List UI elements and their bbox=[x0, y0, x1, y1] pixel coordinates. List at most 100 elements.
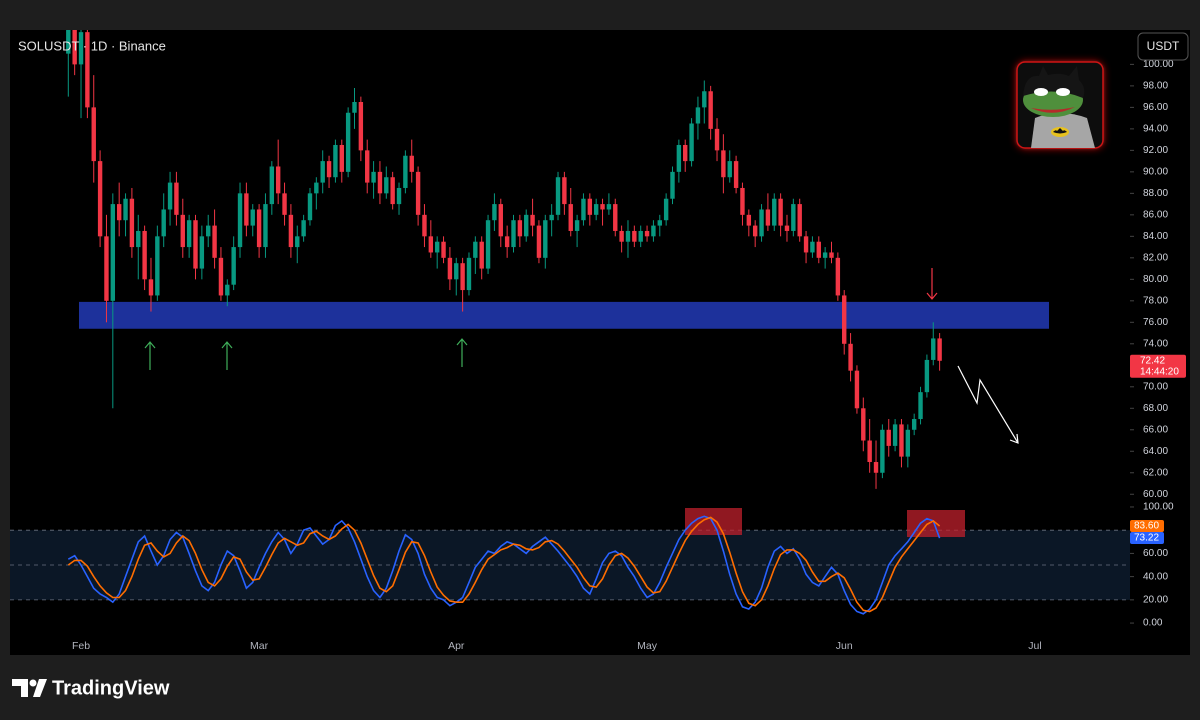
candle-body bbox=[854, 370, 860, 409]
y-tick-label: 88.00 bbox=[1143, 188, 1168, 199]
candle-body bbox=[632, 230, 637, 242]
y-tick-label: 86.00 bbox=[1143, 209, 1168, 220]
x-tick-label: Jun bbox=[836, 640, 853, 652]
candle-body bbox=[314, 182, 319, 194]
candle-body bbox=[663, 198, 669, 221]
candle-body bbox=[530, 214, 535, 226]
candle-body bbox=[110, 204, 116, 301]
y-tick-label: 0.00 bbox=[1143, 618, 1163, 629]
y-tick-label: 74.00 bbox=[1143, 338, 1168, 349]
candle-body bbox=[492, 204, 497, 221]
y-tick-label: 98.00 bbox=[1143, 81, 1168, 92]
candle-body bbox=[218, 257, 224, 296]
y-tick-label: 66.00 bbox=[1143, 424, 1168, 435]
candle-body bbox=[116, 204, 122, 221]
button-label[interactable]: USDT bbox=[1147, 39, 1180, 53]
candle-body bbox=[225, 284, 230, 296]
candle-body bbox=[574, 220, 580, 231]
annotations bbox=[144, 268, 1019, 444]
candle-body bbox=[733, 161, 739, 188]
candle-body bbox=[708, 91, 713, 129]
candle-body bbox=[848, 343, 853, 371]
candle-body bbox=[683, 144, 688, 162]
candle-body bbox=[638, 230, 643, 242]
price-badge: 72.42 14:44:20 bbox=[1130, 354, 1186, 378]
candle-body bbox=[161, 209, 166, 237]
candle-body bbox=[822, 252, 828, 258]
y-tick-label: 70.00 bbox=[1143, 381, 1168, 392]
candle-body bbox=[867, 440, 872, 463]
candle-body bbox=[842, 295, 847, 344]
candle-body bbox=[485, 220, 491, 269]
y-tick-label: 40.00 bbox=[1143, 571, 1168, 582]
candle-body bbox=[810, 241, 815, 253]
candle-body bbox=[644, 230, 650, 237]
candle-body bbox=[104, 236, 109, 301]
candle-body bbox=[339, 144, 344, 172]
button-frame[interactable] bbox=[1137, 32, 1189, 61]
candle-body bbox=[651, 225, 656, 237]
y-tick-label: 64.00 bbox=[1143, 446, 1168, 457]
candle-body bbox=[504, 236, 510, 248]
candle-body bbox=[861, 408, 866, 441]
candle-body bbox=[206, 225, 211, 237]
candle-body bbox=[721, 150, 726, 178]
candle-body bbox=[282, 193, 287, 215]
candle-body bbox=[275, 166, 281, 194]
candle-body bbox=[377, 171, 383, 194]
candle-body bbox=[740, 187, 745, 215]
projection-arrow bbox=[957, 365, 1019, 444]
candle-body bbox=[390, 177, 395, 205]
up-arrow bbox=[221, 341, 233, 370]
candle-body bbox=[454, 263, 459, 280]
candle-body bbox=[797, 204, 802, 237]
candle-body bbox=[256, 209, 262, 248]
candle-body bbox=[365, 150, 370, 183]
oscillator-background bbox=[10, 529, 1130, 601]
candle-body bbox=[174, 182, 179, 215]
candle-body bbox=[434, 241, 440, 253]
candle-body bbox=[460, 263, 465, 291]
candle-body bbox=[606, 204, 612, 210]
candle-body bbox=[924, 359, 930, 393]
y-tick-label: 94.00 bbox=[1143, 124, 1168, 135]
candle-body bbox=[619, 230, 624, 242]
candle-body bbox=[905, 429, 911, 457]
candle-body bbox=[778, 198, 783, 226]
candle-body bbox=[873, 462, 879, 473]
candle-body bbox=[295, 236, 300, 248]
y-tick-label: 100.00 bbox=[1143, 502, 1174, 513]
axes: Feb Mar Apr May Jun Jul 60.00 62.00 64.00 66.00 68… bbox=[72, 59, 1174, 652]
logo-text: TradingView bbox=[52, 677, 170, 699]
candle-body bbox=[212, 225, 217, 258]
support-zone bbox=[79, 301, 1049, 329]
candle-body bbox=[829, 252, 834, 258]
candle-body bbox=[345, 112, 351, 172]
candle-body bbox=[358, 102, 364, 151]
candle-body bbox=[97, 161, 103, 237]
candle-body bbox=[498, 204, 503, 237]
x-tick-label: Feb bbox=[72, 640, 90, 652]
candle-body bbox=[524, 214, 529, 237]
x-tick-label: May bbox=[637, 640, 658, 652]
candle-body bbox=[352, 102, 357, 113]
eye bbox=[1056, 88, 1070, 96]
y-tick-label: 76.00 bbox=[1143, 317, 1168, 328]
x-tick-label: Mar bbox=[250, 640, 269, 652]
y-tick-label: 62.00 bbox=[1143, 467, 1168, 478]
candle-body bbox=[301, 220, 306, 237]
candle-body bbox=[702, 91, 707, 108]
candle-body bbox=[931, 338, 936, 360]
candle-countdown: 14:44:20 bbox=[1140, 366, 1179, 377]
price-badge-bg bbox=[1130, 354, 1186, 378]
mouth bbox=[1031, 107, 1075, 113]
candle-body bbox=[892, 424, 898, 446]
y-tick-label: 78.00 bbox=[1143, 295, 1168, 306]
candle-body bbox=[428, 236, 434, 253]
candle-body bbox=[835, 257, 841, 296]
candle-body bbox=[568, 204, 573, 231]
candle-body bbox=[772, 198, 777, 226]
oscillator-highlights bbox=[685, 508, 965, 537]
currency-button[interactable]: USDT bbox=[1137, 32, 1189, 61]
